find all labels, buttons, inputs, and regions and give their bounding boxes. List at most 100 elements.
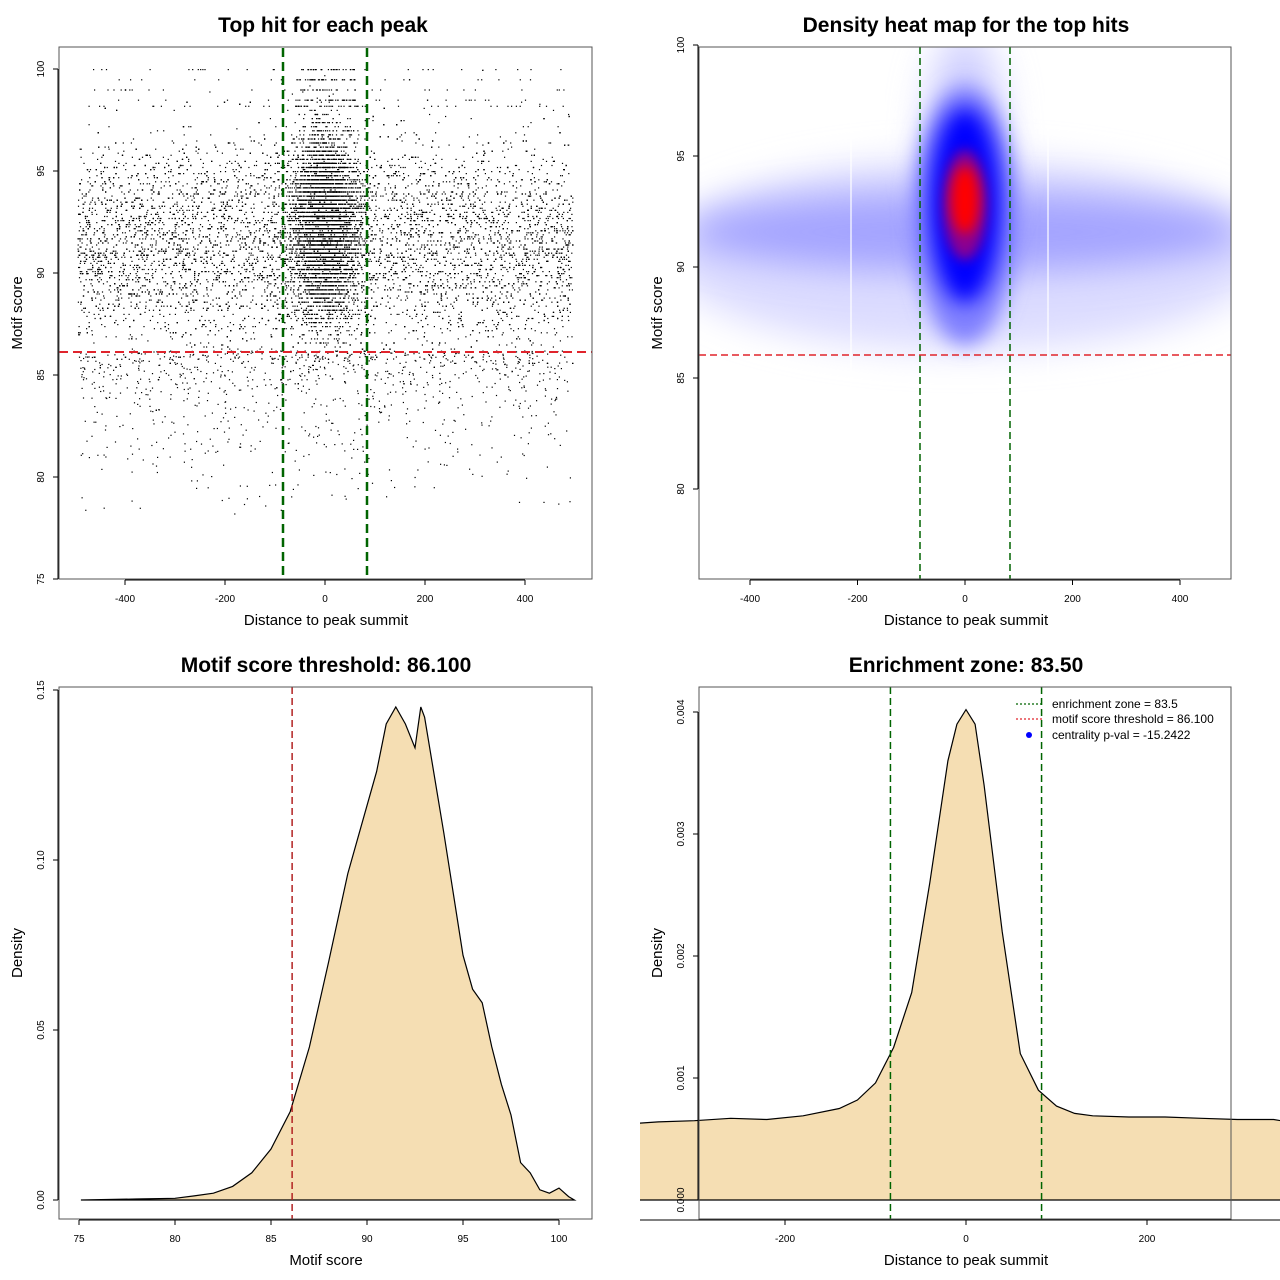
scatter-point	[453, 307, 455, 309]
scatter-point	[493, 252, 495, 254]
scatter-point	[87, 181, 89, 183]
scatter-point	[297, 295, 299, 297]
scatter-point	[88, 124, 90, 126]
scatter-point	[521, 260, 523, 262]
scatter-point	[562, 230, 564, 232]
scatter-point	[429, 211, 431, 213]
scatter-point	[413, 197, 415, 199]
scatter-point	[118, 99, 120, 101]
scatter-point	[512, 246, 514, 248]
scatter-point	[226, 162, 228, 164]
scatter-point	[168, 171, 170, 173]
scatter-point	[137, 189, 139, 191]
scatter-point	[433, 293, 435, 295]
scatter-point	[494, 295, 496, 297]
scatter-point	[477, 175, 479, 177]
scatter-point	[270, 283, 272, 285]
scatter-point	[507, 236, 509, 238]
scatter-point	[411, 317, 413, 320]
scatter-point	[444, 244, 446, 246]
scatter-point	[78, 326, 80, 328]
scatter-point	[131, 220, 133, 222]
scatter-point	[548, 142, 550, 144]
scatter-point	[252, 266, 254, 269]
scatter-point	[196, 189, 198, 191]
scatter-point	[565, 279, 568, 281]
scatter-point	[376, 164, 378, 167]
scatter-point	[82, 397, 85, 399]
scatter-point	[177, 211, 179, 213]
scatter-point	[450, 252, 452, 254]
scatter-point	[231, 291, 233, 293]
scatter-point	[484, 213, 486, 215]
scatter-point	[527, 171, 529, 173]
scatter-point	[397, 289, 399, 291]
scatter-point	[360, 197, 362, 199]
scatter-point	[196, 183, 198, 185]
scatter-point	[164, 250, 166, 252]
scatter-point	[95, 258, 97, 260]
scatter-point	[150, 197, 152, 199]
scatter-point	[356, 232, 358, 234]
scatter-point	[219, 273, 221, 275]
scatter-point	[91, 297, 93, 299]
scatter-point	[98, 266, 100, 269]
scatter-point	[318, 144, 320, 146]
scatter-point	[519, 277, 521, 279]
scatter-point	[552, 254, 554, 256]
scatter-point	[118, 187, 121, 189]
scatter-point	[151, 189, 153, 191]
scatter-point	[460, 258, 462, 260]
scatter-point	[413, 132, 415, 134]
scatter-point	[224, 207, 226, 209]
scatter-point	[369, 191, 372, 193]
scatter-point	[187, 319, 190, 322]
scatter-point	[218, 195, 220, 197]
scatter-point	[351, 266, 353, 269]
scatter-point	[257, 246, 259, 248]
scatter-point	[364, 238, 366, 240]
scatter-point	[261, 346, 263, 348]
scatter-point	[267, 211, 269, 213]
scatter-point	[227, 271, 229, 273]
scatter-point	[93, 234, 95, 236]
scatter-point	[522, 205, 524, 207]
scatter-point	[245, 226, 247, 228]
scatter-point	[392, 279, 394, 281]
scatter-point	[396, 175, 398, 177]
scatter-point	[549, 215, 551, 218]
scatter-point	[211, 193, 213, 195]
scatter-point	[284, 250, 286, 252]
scatter-point	[108, 126, 110, 128]
scatter-point	[165, 281, 167, 283]
scatter-point	[405, 195, 407, 197]
scatter-point	[147, 340, 149, 342]
scatter-point	[480, 226, 482, 228]
scatter-point	[78, 266, 80, 269]
scatter-point	[522, 126, 524, 128]
scatter-point	[244, 268, 246, 271]
scatter-point	[496, 209, 498, 211]
scatter-point	[298, 256, 300, 258]
scatter-point	[169, 313, 171, 315]
scatter-point	[350, 181, 353, 183]
scatter-point	[198, 228, 200, 230]
scatter-point	[174, 313, 176, 315]
scatter-point	[268, 187, 270, 189]
scatter-point	[92, 264, 94, 266]
scatter-point	[569, 260, 571, 262]
scatter-point	[545, 305, 547, 307]
scatter-point	[459, 228, 461, 230]
scatter-point	[527, 228, 529, 230]
scatter-point	[144, 238, 147, 240]
scatter-point	[238, 271, 240, 273]
scatter-point	[286, 244, 288, 246]
scatter-point	[341, 311, 343, 313]
scatter-point	[227, 301, 229, 303]
scatter-point	[213, 254, 215, 256]
scatter-point	[183, 195, 185, 197]
scatter-point	[208, 191, 210, 193]
scatter-point	[561, 213, 564, 215]
scatter-point	[240, 305, 243, 307]
scatter-point	[216, 275, 218, 277]
